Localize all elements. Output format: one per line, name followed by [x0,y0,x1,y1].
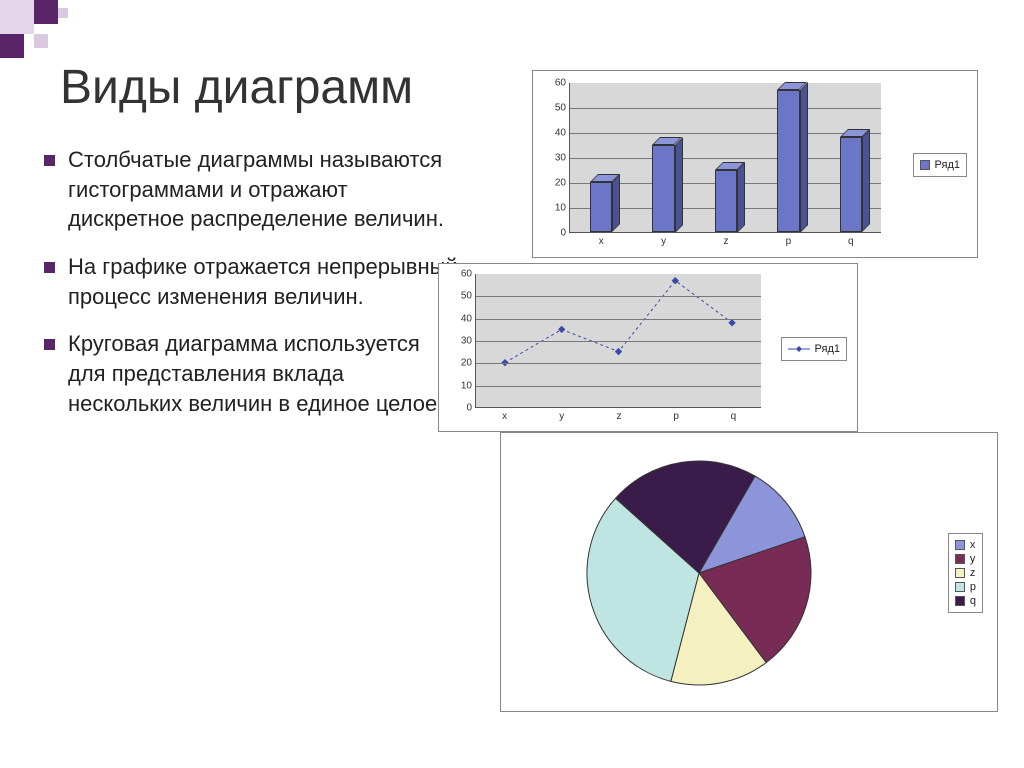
list-item: Столбчатые диаграммы называются гистогра… [40,145,460,234]
list-item: На графике отражается непрерывный процес… [40,252,460,311]
legend-swatch [920,160,930,170]
legend-swatch [955,540,965,550]
legend-item: Ряд1 [920,158,960,172]
pie-chart-legend: xyzpq [948,533,983,613]
legend-item: Ряд1 [788,342,840,356]
pie-chart-svg [501,433,999,713]
legend-item: y [955,552,976,566]
pie-chart: xyzpq [500,432,998,712]
legend-swatch [955,582,965,592]
bar-chart-legend: Ряд1 [913,153,967,177]
legend-line-icon [788,344,810,354]
legend-swatch [955,554,965,564]
line-chart-plot: 0102030405060xyzpq [475,274,761,408]
legend-label: x [970,539,976,551]
legend-item: q [955,594,976,608]
bar-chart-plot: 0102030405060xyzpq [569,83,881,233]
legend-item: x [955,538,976,552]
line-chart: 0102030405060xyzpq Ряд1 [438,263,858,432]
list-item: Круговая диаграмма используется для пред… [40,329,460,418]
bullet-list: Столбчатые диаграммы называются гистогра… [40,145,460,437]
legend-item: z [955,566,976,580]
legend-label: q [970,595,976,607]
legend-label: Ряд1 [815,343,840,355]
legend-swatch [955,596,965,606]
line-chart-legend: Ряд1 [781,337,847,361]
legend-label: y [970,553,976,565]
legend-label: p [970,581,976,593]
legend-label: z [970,567,976,579]
bar-chart: 0102030405060xyzpq Ряд1 [532,70,978,258]
legend-swatch [955,568,965,578]
legend-item: p [955,580,976,594]
page-title: Виды диаграмм [60,60,413,115]
legend-label: Ряд1 [935,159,960,171]
